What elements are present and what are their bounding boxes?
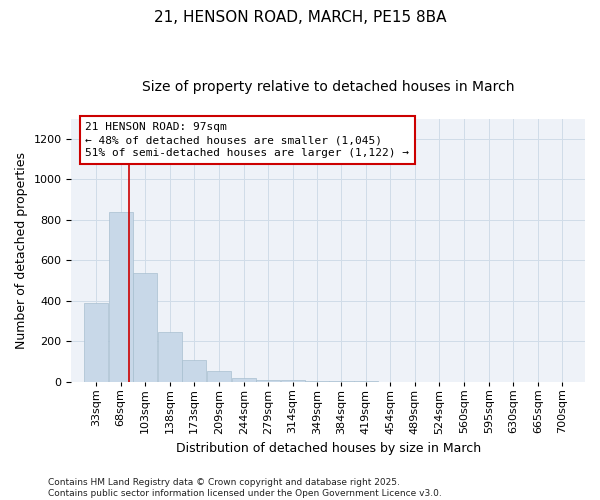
Text: Contains HM Land Registry data © Crown copyright and database right 2025.
Contai: Contains HM Land Registry data © Crown c… bbox=[48, 478, 442, 498]
Bar bbox=[133, 274, 157, 382]
X-axis label: Distribution of detached houses by size in March: Distribution of detached houses by size … bbox=[176, 442, 481, 455]
Y-axis label: Number of detached properties: Number of detached properties bbox=[15, 152, 28, 348]
Bar bbox=[84, 303, 108, 382]
Bar bbox=[182, 360, 206, 382]
Title: Size of property relative to detached houses in March: Size of property relative to detached ho… bbox=[142, 80, 514, 94]
Bar bbox=[158, 332, 182, 382]
Bar bbox=[281, 380, 305, 382]
Bar bbox=[256, 380, 280, 382]
Bar bbox=[207, 372, 231, 382]
Text: 21 HENSON ROAD: 97sqm
← 48% of detached houses are smaller (1,045)
51% of semi-d: 21 HENSON ROAD: 97sqm ← 48% of detached … bbox=[85, 122, 409, 158]
Bar bbox=[109, 212, 133, 382]
Text: 21, HENSON ROAD, MARCH, PE15 8BA: 21, HENSON ROAD, MARCH, PE15 8BA bbox=[154, 10, 446, 25]
Bar bbox=[232, 378, 256, 382]
Bar bbox=[305, 381, 329, 382]
